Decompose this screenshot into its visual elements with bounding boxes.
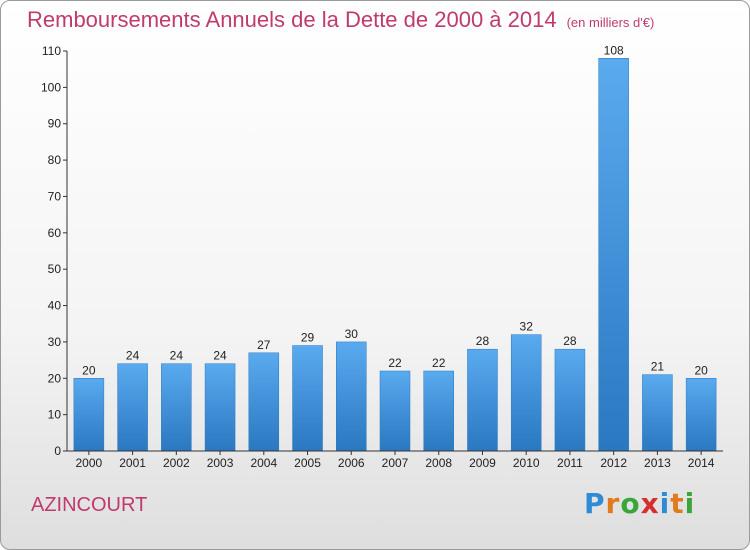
bar-2001: [117, 363, 148, 452]
y-tick-label: 90: [48, 117, 62, 131]
value-label: 20: [82, 363, 96, 377]
x-tick-label: 2010: [513, 456, 540, 470]
value-label: 22: [432, 356, 446, 370]
logo-letter: t: [670, 487, 685, 520]
bar-2007: [379, 370, 411, 452]
y-tick-label: 110: [42, 44, 61, 58]
bar-2013: [642, 374, 673, 452]
y-tick-label: 100: [41, 80, 61, 94]
logo-letter: P: [584, 487, 606, 520]
bar-2005: [292, 345, 323, 452]
logo-letter: x: [640, 487, 660, 520]
x-tick-label: 2009: [469, 456, 496, 470]
bar-2012: [598, 58, 629, 452]
value-label: 27: [257, 338, 271, 352]
x-tick-label: 2002: [163, 456, 190, 470]
y-tick-label: 70: [48, 189, 62, 203]
bar-2010: [510, 334, 542, 452]
x-tick-label: 2003: [207, 456, 234, 470]
bar-2009: [467, 348, 498, 452]
bar-2006: [336, 341, 367, 452]
y-tick-label: 40: [48, 299, 62, 313]
chart-title-text: Remboursements Annuels de la Dette de 20…: [27, 7, 557, 32]
y-tick-label: 60: [48, 226, 62, 240]
x-tick-label: 2007: [382, 456, 409, 470]
x-tick-label: 2004: [250, 456, 277, 470]
y-tick-label: 0: [54, 444, 61, 458]
y-tick-label: 20: [48, 371, 62, 385]
x-tick-label: 2013: [644, 456, 671, 470]
y-tick-label: 10: [48, 408, 62, 422]
chart-title: Remboursements Annuels de la Dette de 20…: [27, 7, 654, 33]
x-tick-label: 2012: [600, 456, 627, 470]
y-tick-label: 50: [48, 262, 62, 276]
x-tick-label: 2008: [425, 456, 452, 470]
x-tick-label: 2014: [688, 456, 715, 470]
value-label: 20: [694, 363, 708, 377]
bar-2000: [73, 378, 105, 452]
value-label: 28: [563, 334, 577, 348]
logo-letter: r: [605, 487, 621, 520]
value-label: 30: [345, 327, 359, 341]
x-tick-label: 2006: [338, 456, 365, 470]
value-label: 32: [520, 320, 534, 334]
logo-letter: o: [620, 487, 641, 520]
x-tick-label: 2005: [294, 456, 321, 470]
value-label: 24: [170, 349, 184, 363]
y-tick-label: 80: [48, 153, 62, 167]
logo-letter: i: [659, 487, 671, 520]
bar-2004: [248, 352, 280, 452]
chart-unit: (en milliers d'€): [566, 15, 655, 30]
proxiti-logo: Proxiti: [584, 487, 695, 520]
bar-2008: [423, 370, 454, 452]
value-label: 21: [651, 360, 665, 374]
value-label: 24: [126, 349, 140, 363]
bar-2014: [685, 378, 717, 452]
x-tick-label: 2000: [76, 456, 103, 470]
value-label: 22: [388, 356, 402, 370]
bar-2011: [554, 348, 586, 452]
logo-letter: i: [684, 487, 696, 520]
value-label: 108: [604, 43, 624, 57]
value-label: 28: [476, 334, 490, 348]
x-tick-label: 2011: [557, 456, 583, 470]
x-tick-label: 2001: [119, 456, 146, 470]
commune-name: AZINCOURT: [31, 494, 148, 516]
value-label: 24: [213, 349, 227, 363]
y-tick-label: 30: [48, 335, 62, 349]
bar-2003: [204, 363, 236, 452]
value-label: 29: [301, 331, 315, 345]
bar-2002: [161, 363, 192, 452]
